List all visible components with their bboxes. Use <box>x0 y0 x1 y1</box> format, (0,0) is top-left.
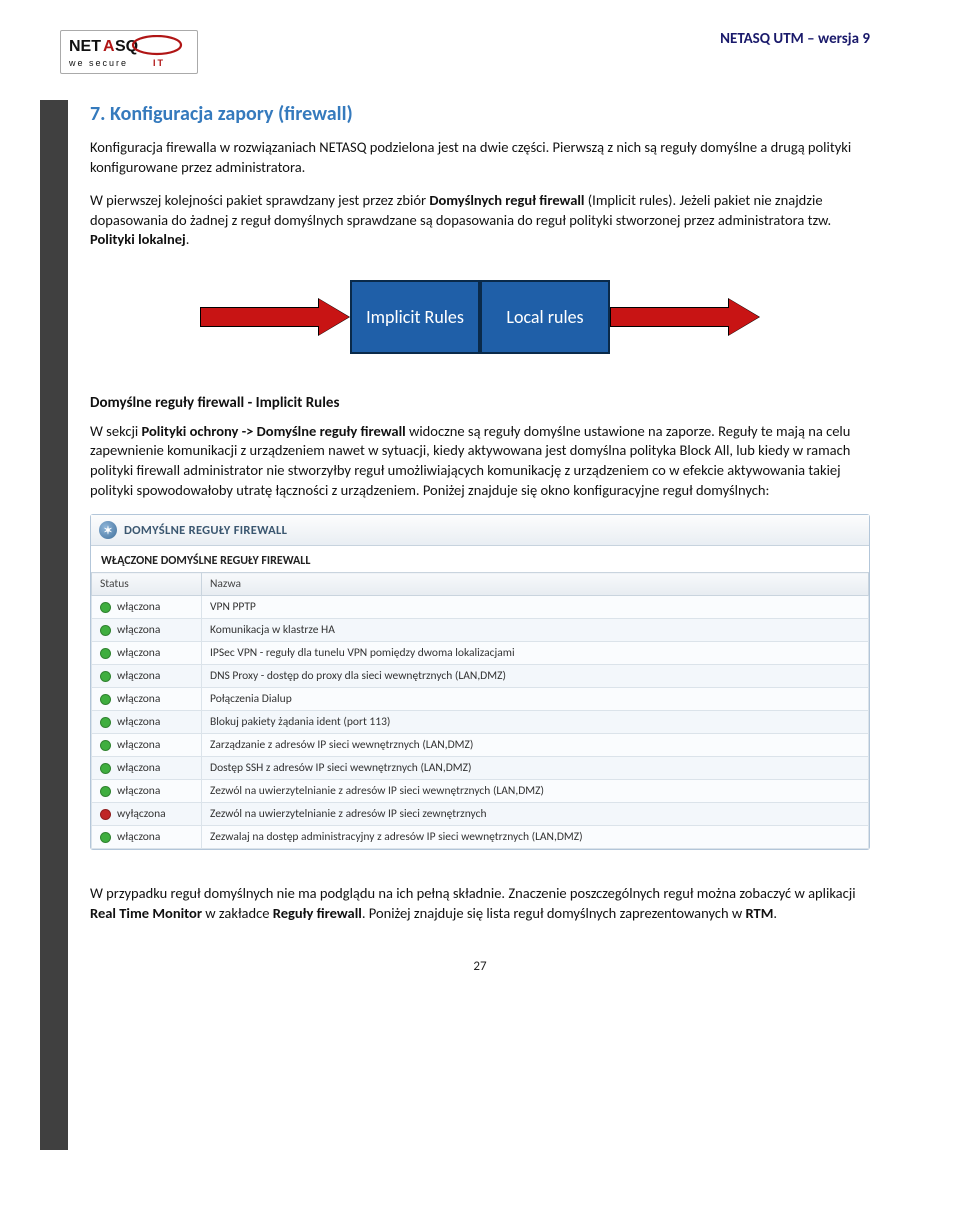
status-dot-on-icon <box>100 763 111 774</box>
status-label: włączona <box>117 600 160 614</box>
status-dot-on-icon <box>100 648 111 659</box>
netasq-logo-icon: NET A SQ we secure IT <box>69 35 189 71</box>
svg-text:A: A <box>103 38 115 55</box>
rule-name: IPSec VPN - reguły dla tunelu VPN pomięd… <box>202 642 869 665</box>
svg-text:IT: IT <box>153 58 165 68</box>
table-row[interactable]: włączona Dostęp SSH z adresów IP sieci we… <box>92 757 869 780</box>
chapter-title: 7. Konfiguracja zapory (firewall) <box>90 102 870 126</box>
status-dot-on-icon <box>100 602 111 613</box>
table-row[interactable]: włączona VPN PPTP <box>92 596 869 619</box>
firewall-icon: ✶ <box>99 521 117 539</box>
table-row[interactable]: włączona Blokuj pakiety żądania ident (po… <box>92 711 869 734</box>
rule-name: Zarządzanie z adresów IP sieci wewnętrzn… <box>202 734 869 757</box>
table-row[interactable]: włączona Komunikacja w klastrze HA <box>92 619 869 642</box>
page-number: 27 <box>90 959 870 974</box>
cl-pre: W przypadku reguł domyślnych nie ma podg… <box>90 884 856 902</box>
page-header: NET A SQ we secure IT NETASQ UTM – wersj… <box>90 30 870 74</box>
status-dot-off-icon <box>100 809 111 820</box>
logo-tagline: we secure <box>69 58 128 68</box>
rule-name: Połączenia Dialup <box>202 688 869 711</box>
status-label: włączona <box>117 646 160 660</box>
intro-paragraph-2: W pierwszej kolejności pakiet sprawdzany… <box>90 191 870 250</box>
status-label: włączona <box>117 715 160 729</box>
status-label: włączona <box>117 692 160 706</box>
svg-text:NET: NET <box>69 38 101 55</box>
table-row[interactable]: włączona Połączenia Dialup <box>92 688 869 711</box>
table-row[interactable]: włączona DNS Proxy - dostęp do proxy dla … <box>92 665 869 688</box>
table-row[interactable]: włączona Zezwalaj na dostęp administracyj… <box>92 826 869 849</box>
cl-end2: . <box>773 904 777 922</box>
table-row[interactable]: włączona IPSec VPN - reguły dla tunelu VP… <box>92 642 869 665</box>
s2-pre: W sekcji <box>90 422 142 440</box>
status-label: włączona <box>117 738 160 752</box>
p2-end: . <box>186 230 190 248</box>
rule-name: Dostęp SSH z adresów IP sieci wewnętrzny… <box>202 757 869 780</box>
cl-b2: Reguły firewall <box>273 904 362 922</box>
s2-b1: Polityki ochrony -> Domyślne reguły fire… <box>142 422 406 440</box>
status-label: włączona <box>117 830 160 844</box>
status-dot-on-icon <box>100 786 111 797</box>
rule-name: Komunikacja w klastrze HA <box>202 619 869 642</box>
status-dot-on-icon <box>100 671 111 682</box>
table-row[interactable]: włączona Zezwól na uwierzytelnianie z adr… <box>92 780 869 803</box>
cl-b3: RTM <box>746 904 774 922</box>
diagram-box-implicit: Implicit Rules <box>350 280 480 354</box>
flow-diagram: Implicit Rules Local rules <box>90 280 870 354</box>
rule-name: VPN PPTP <box>202 596 869 619</box>
panel-title: DOMYŚLNE REGUŁY FIREWALL <box>124 523 287 538</box>
section-paragraph: W sekcji Polityki ochrony -> Domyślne re… <box>90 422 870 500</box>
cl-end: . Poniżej znajduje się lista reguł domyś… <box>362 904 746 922</box>
logo: NET A SQ we secure IT <box>60 30 198 74</box>
status-dot-on-icon <box>100 832 111 843</box>
closing-paragraph: W przypadku reguł domyślnych nie ma podg… <box>90 884 870 923</box>
col-status: Status <box>92 573 202 596</box>
cl-b1: Real Time Monitor <box>90 904 202 922</box>
rule-name: DNS Proxy - dostęp do proxy dla sieci we… <box>202 665 869 688</box>
subpanel-title: WŁĄCZONE DOMYŚLNE REGUŁY FIREWALL <box>91 546 869 572</box>
rule-name: Zezwalaj na dostęp administracyjny z adr… <box>202 826 869 849</box>
status-dot-on-icon <box>100 694 111 705</box>
intro-paragraph-1: Konfiguracja firewalla w rozwiązaniach N… <box>90 138 870 177</box>
left-strip <box>40 100 68 1150</box>
implicit-rules-panel: ✶ DOMYŚLNE REGUŁY FIREWALL WŁĄCZONE DOMY… <box>90 514 870 850</box>
status-dot-on-icon <box>100 717 111 728</box>
status-label: włączona <box>117 623 160 637</box>
rule-name: Zezwól na uwierzytelnianie z adresów IP … <box>202 780 869 803</box>
panel-header: ✶ DOMYŚLNE REGUŁY FIREWALL <box>91 515 869 546</box>
arrow-left <box>200 299 350 335</box>
p2-bold2: Polityki lokalnej <box>90 230 186 248</box>
diagram-box-local: Local rules <box>480 280 610 354</box>
p2-bold1: Domyślnych reguł firewall <box>429 191 584 209</box>
doc-title: NETASQ UTM – wersja 9 <box>720 30 870 48</box>
status-label: włączona <box>117 669 160 683</box>
table-row[interactable]: wyłączona Zezwól na uwierzytelnianie z ad… <box>92 803 869 826</box>
status-label: wyłączona <box>117 807 166 821</box>
cl-mid: w zakładce <box>202 904 273 922</box>
arrow-right <box>610 299 760 335</box>
rules-table: Status Nazwa włączona VPN PPTP włączona Kom… <box>91 572 869 849</box>
p2-pre: W pierwszej kolejności pakiet sprawdzany… <box>90 191 429 209</box>
section-heading: Domyślne reguły firewall - Implicit Rule… <box>90 394 870 412</box>
col-name: Nazwa <box>202 573 869 596</box>
status-label: włączona <box>117 761 160 775</box>
table-row[interactable]: włączona Zarządzanie z adresów IP sieci w… <box>92 734 869 757</box>
status-dot-on-icon <box>100 740 111 751</box>
status-dot-on-icon <box>100 625 111 636</box>
status-label: włączona <box>117 784 160 798</box>
rule-name: Zezwól na uwierzytelnianie z adresów IP … <box>202 803 869 826</box>
rule-name: Blokuj pakiety żądania ident (port 113) <box>202 711 869 734</box>
